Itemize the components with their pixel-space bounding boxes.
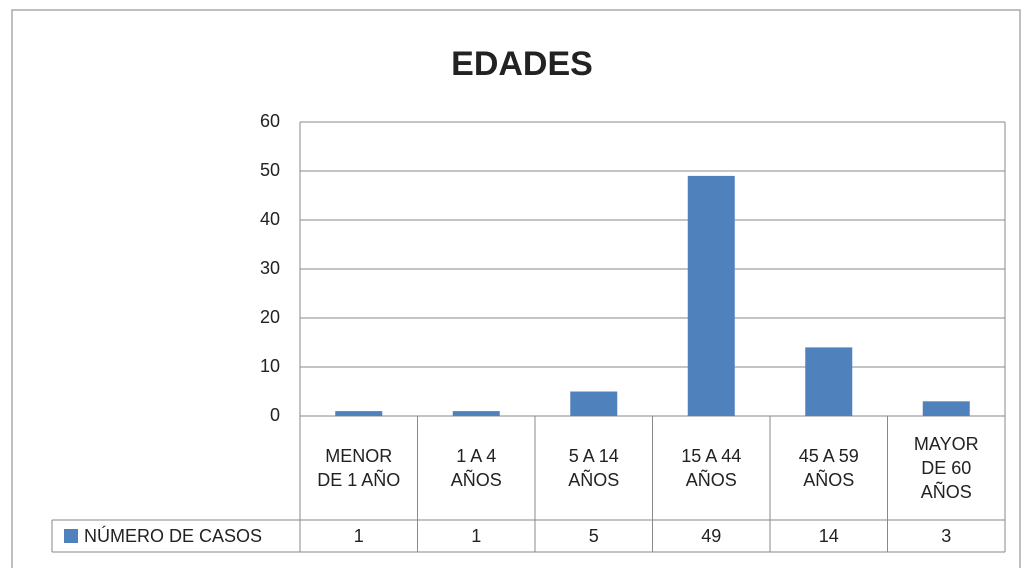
chart-title: EDADES bbox=[451, 45, 593, 83]
bar bbox=[570, 391, 618, 416]
table-value: 49 bbox=[701, 526, 721, 546]
y-tick-label: 40 bbox=[260, 209, 280, 229]
bar bbox=[452, 411, 500, 416]
table-value: 14 bbox=[819, 526, 839, 546]
bar bbox=[335, 411, 383, 416]
category-label: 45 A 59 AÑOS bbox=[798, 446, 859, 490]
table-value: 1 bbox=[354, 526, 364, 546]
category-label: MAYOR DE 60 AÑOS bbox=[913, 434, 979, 502]
chart-frame bbox=[11, 9, 1021, 568]
y-tick-label: 60 bbox=[260, 111, 280, 131]
category-label: 15 A 44 AÑOS bbox=[681, 446, 742, 490]
y-tick-label: 20 bbox=[260, 307, 280, 327]
legend-swatch bbox=[64, 529, 78, 543]
y-tick-label: 30 bbox=[260, 258, 280, 278]
bar bbox=[805, 347, 853, 416]
legend-label: NÚMERO DE CASOS bbox=[84, 525, 262, 546]
table-value: 5 bbox=[589, 526, 599, 546]
y-tick-label: 0 bbox=[270, 405, 280, 425]
table-value: 1 bbox=[471, 526, 481, 546]
y-tick-label: 10 bbox=[260, 356, 280, 376]
bar bbox=[687, 175, 735, 416]
category-label: MENOR DE 1 AÑO bbox=[317, 446, 401, 490]
category-label: 1 A 4 AÑOS bbox=[450, 446, 502, 490]
category-label: 5 A 14 AÑOS bbox=[568, 446, 620, 490]
bar bbox=[922, 401, 970, 416]
table-value: 3 bbox=[941, 526, 951, 546]
y-tick-label: 50 bbox=[260, 160, 280, 180]
